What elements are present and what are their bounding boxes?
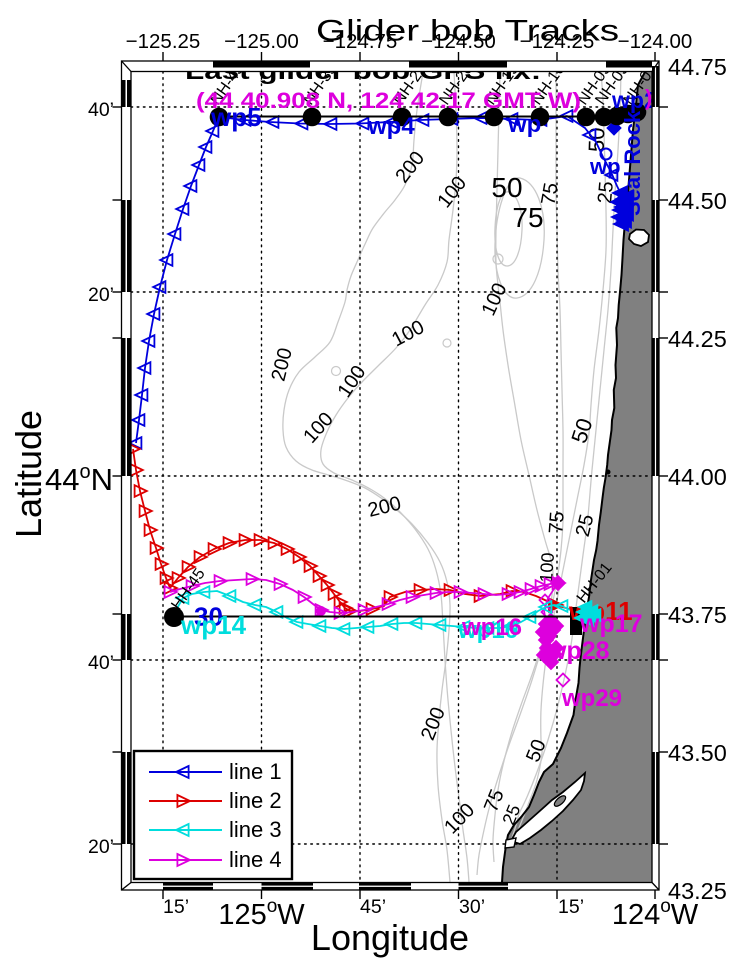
svg-text:−125.00: −125.00 bbox=[224, 30, 299, 53]
svg-text:line 4: line 4 bbox=[229, 847, 282, 872]
svg-text:Latitude: Latitude bbox=[8, 410, 49, 538]
svg-text:(44 40.908 N, 124 42.17 GMT W): (44 40.908 N, 124 42.17 GMT W) bbox=[196, 89, 581, 114]
svg-text:20’: 20’ bbox=[88, 284, 114, 306]
svg-text:wp16: wp16 bbox=[457, 617, 518, 644]
svg-text:wp29: wp29 bbox=[561, 685, 622, 712]
svg-text:wp16: wp16 bbox=[461, 614, 522, 641]
svg-text:124oW: 124oW bbox=[612, 896, 699, 931]
svg-text:−124.00: −124.00 bbox=[618, 30, 693, 53]
svg-text:44.00: 44.00 bbox=[668, 464, 727, 490]
svg-text:Longitude: Longitude bbox=[311, 917, 469, 958]
svg-text:wp: wp bbox=[507, 111, 541, 138]
svg-text:wp17: wp17 bbox=[579, 610, 643, 638]
svg-text:wp: wp bbox=[589, 154, 621, 179]
svg-text:Glider bob Tracks: Glider bob Tracks bbox=[316, 15, 619, 48]
svg-text:43.75: 43.75 bbox=[668, 602, 727, 628]
svg-text:−124.75: −124.75 bbox=[323, 30, 398, 53]
svg-text:44.25: 44.25 bbox=[668, 326, 727, 352]
svg-text:line 3: line 3 bbox=[229, 817, 282, 842]
svg-text:line 2: line 2 bbox=[229, 788, 282, 813]
svg-text:25: 25 bbox=[572, 512, 599, 539]
svg-text:wp5: wp5 bbox=[210, 102, 262, 132]
svg-text:wp14: wp14 bbox=[180, 610, 247, 640]
svg-text:75: 75 bbox=[545, 511, 568, 535]
svg-text:wp2: wp2 bbox=[611, 87, 657, 113]
svg-text:30’: 30’ bbox=[459, 896, 485, 918]
svg-text:wp28: wp28 bbox=[546, 637, 610, 665]
svg-text:43.25: 43.25 bbox=[668, 878, 727, 904]
svg-text:44.75: 44.75 bbox=[668, 54, 727, 80]
svg-text:45’: 45’ bbox=[360, 896, 386, 918]
svg-text:15’: 15’ bbox=[163, 896, 189, 918]
svg-text:25: 25 bbox=[594, 180, 618, 204]
svg-text:wp4: wp4 bbox=[367, 113, 415, 140]
svg-text:Seal Rock: Seal Rock bbox=[620, 110, 645, 216]
svg-text:44.50: 44.50 bbox=[668, 188, 727, 214]
svg-text:): ) bbox=[645, 85, 652, 110]
svg-text:75: 75 bbox=[512, 202, 543, 233]
svg-text:75: 75 bbox=[537, 181, 563, 207]
svg-text:30: 30 bbox=[194, 602, 223, 632]
svg-text:−124.25: −124.25 bbox=[520, 30, 595, 53]
svg-text:43.50: 43.50 bbox=[668, 740, 727, 766]
svg-text:125oW: 125oW bbox=[218, 896, 305, 931]
svg-text:100: 100 bbox=[536, 552, 558, 583]
svg-text:50: 50 bbox=[491, 172, 522, 203]
svg-text:15’: 15’ bbox=[558, 896, 584, 918]
svg-text:line 1: line 1 bbox=[229, 759, 282, 784]
svg-text:44oN: 44oN bbox=[45, 461, 113, 497]
svg-text:−124.50: −124.50 bbox=[421, 30, 496, 53]
svg-text:40’: 40’ bbox=[88, 652, 114, 674]
svg-text:40’: 40’ bbox=[88, 99, 114, 121]
svg-text:20’: 20’ bbox=[88, 836, 114, 858]
svg-text:−125.25: −125.25 bbox=[126, 30, 201, 53]
